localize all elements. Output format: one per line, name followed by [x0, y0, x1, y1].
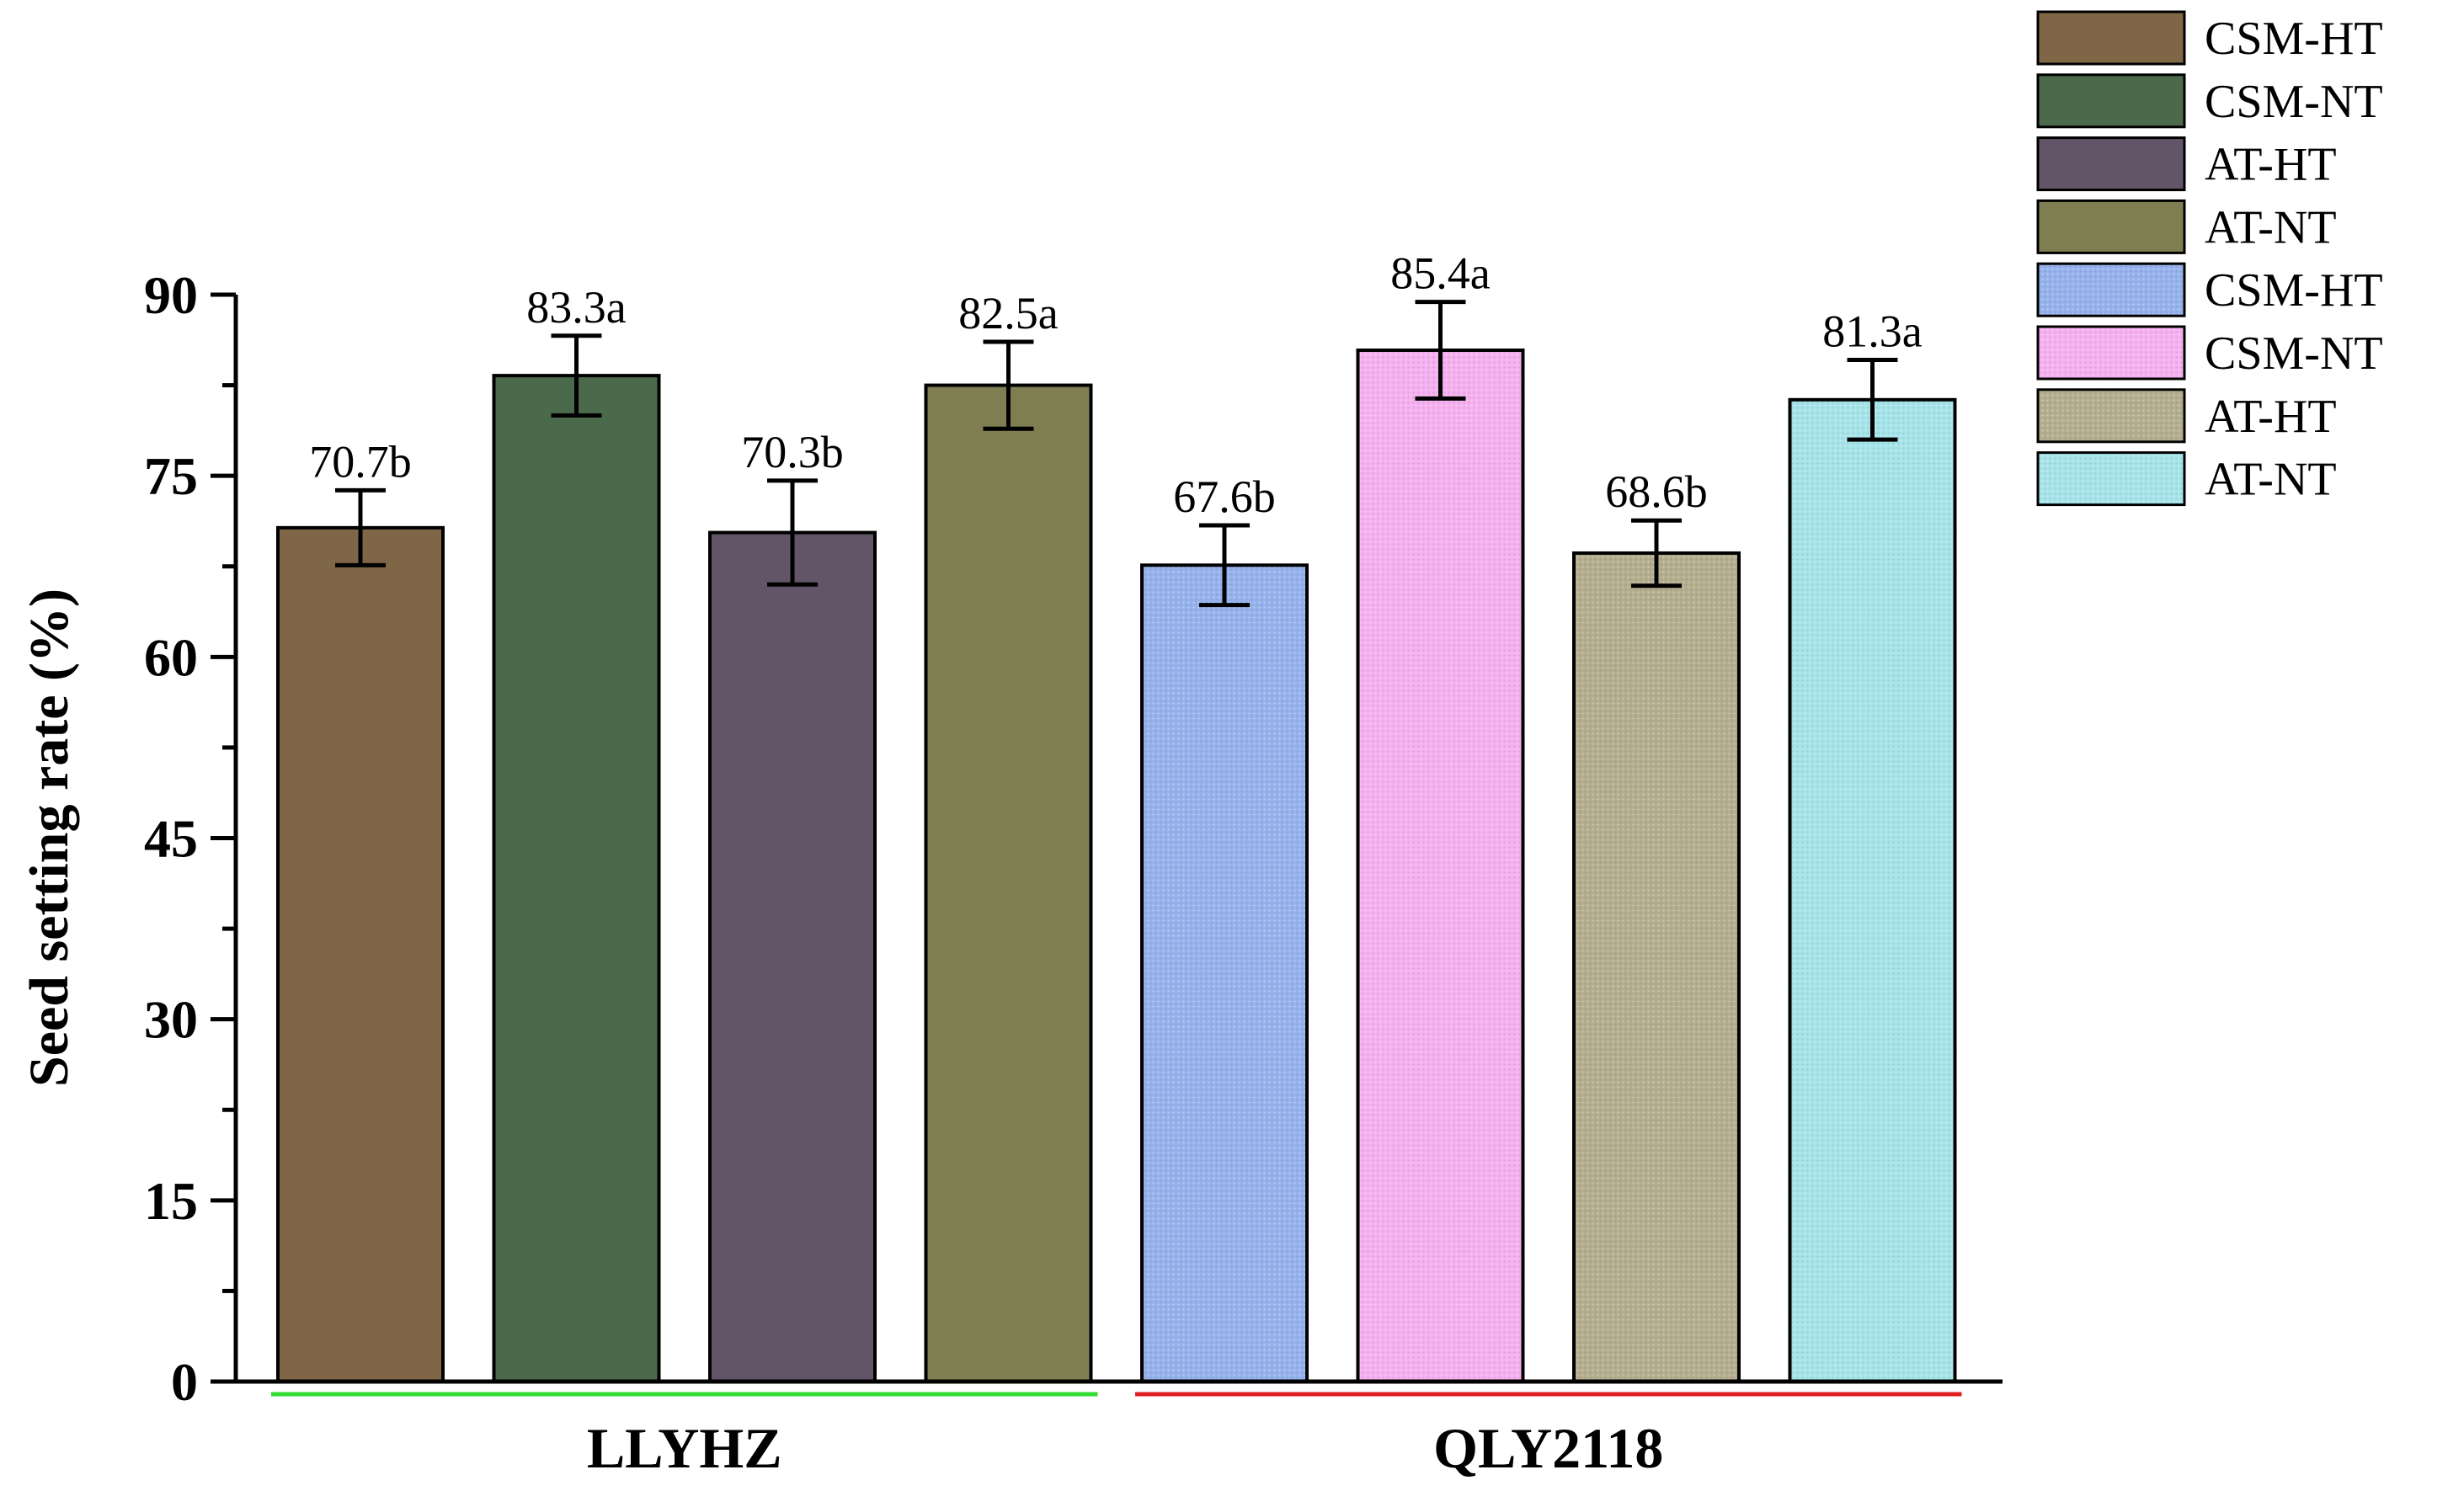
error-bar	[1415, 300, 1466, 401]
y-axis-label: Seed setting rate (%)	[19, 588, 80, 1087]
error-bar	[1847, 357, 1898, 442]
bar	[708, 530, 877, 1383]
y-tick-label: 15	[144, 1171, 198, 1231]
error-bar	[983, 339, 1034, 431]
legend: CSM-HT CSM-NT AT-HT AT-NT CSM-HT CSM-NT AT-HT A…	[2036, 10, 2383, 507]
legend-item: CSM-NT	[2036, 325, 2383, 381]
legend-item: CSM-HT	[2036, 10, 2383, 66]
legend-item: AT-NT	[2036, 199, 2337, 254]
legend-swatch	[2036, 262, 2186, 317]
error-bar	[551, 333, 602, 418]
legend-label: AT-HT	[2205, 391, 2337, 443]
group-label: QLY2118	[1433, 1416, 1663, 1480]
bar	[1356, 348, 1525, 1383]
data-label: 70.7b	[309, 436, 412, 487]
group-label: LLYHZ	[587, 1416, 782, 1480]
y-tick-label: 60	[144, 627, 198, 687]
y-tick-label: 30	[144, 990, 198, 1050]
y-tick-label: 45	[144, 809, 198, 869]
error-bar	[335, 487, 386, 567]
legend-label: AT-HT	[2205, 139, 2337, 191]
error-bar	[1199, 523, 1250, 608]
legend-label: AT-NT	[2205, 201, 2337, 253]
data-label: 67.6b	[1173, 471, 1276, 522]
y-tick-label: 0	[171, 1352, 198, 1412]
y-tick-label: 75	[144, 446, 198, 506]
bar	[276, 525, 445, 1383]
data-label: 82.5a	[958, 288, 1059, 338]
legend-swatch	[2036, 73, 2186, 129]
data-label: 85.4a	[1390, 248, 1491, 299]
legend-label: CSM-NT	[2205, 327, 2383, 380]
error-bar	[767, 478, 818, 587]
legend-label: CSM-HT	[2205, 13, 2383, 65]
legend-label: CSM-HT	[2205, 264, 2383, 317]
legend-item: AT-HT	[2036, 136, 2337, 192]
bar	[1788, 397, 1957, 1384]
y-tick-label: 90	[144, 265, 198, 325]
legend-swatch	[2036, 451, 2186, 507]
legend-label: CSM-NT	[2205, 76, 2383, 128]
bar	[924, 383, 1093, 1383]
data-label: 68.6b	[1605, 466, 1708, 517]
data-label: 81.3a	[1822, 306, 1923, 356]
legend-swatch	[2036, 199, 2186, 254]
legend-swatch	[2036, 325, 2186, 381]
legend-label: AT-NT	[2205, 454, 2337, 506]
legend-item: CSM-NT	[2036, 73, 2383, 129]
legend-item: AT-HT	[2036, 388, 2337, 444]
legend-swatch	[2036, 10, 2186, 66]
error-bar	[1631, 518, 1682, 588]
bar	[1572, 551, 1741, 1383]
bar	[492, 374, 661, 1383]
legend-item: AT-NT	[2036, 451, 2337, 507]
data-label: 83.3a	[526, 282, 627, 333]
data-label: 70.3b	[741, 427, 844, 477]
legend-swatch	[2036, 136, 2186, 192]
legend-swatch	[2036, 388, 2186, 444]
legend-item: CSM-HT	[2036, 262, 2383, 317]
bar	[1140, 563, 1309, 1383]
